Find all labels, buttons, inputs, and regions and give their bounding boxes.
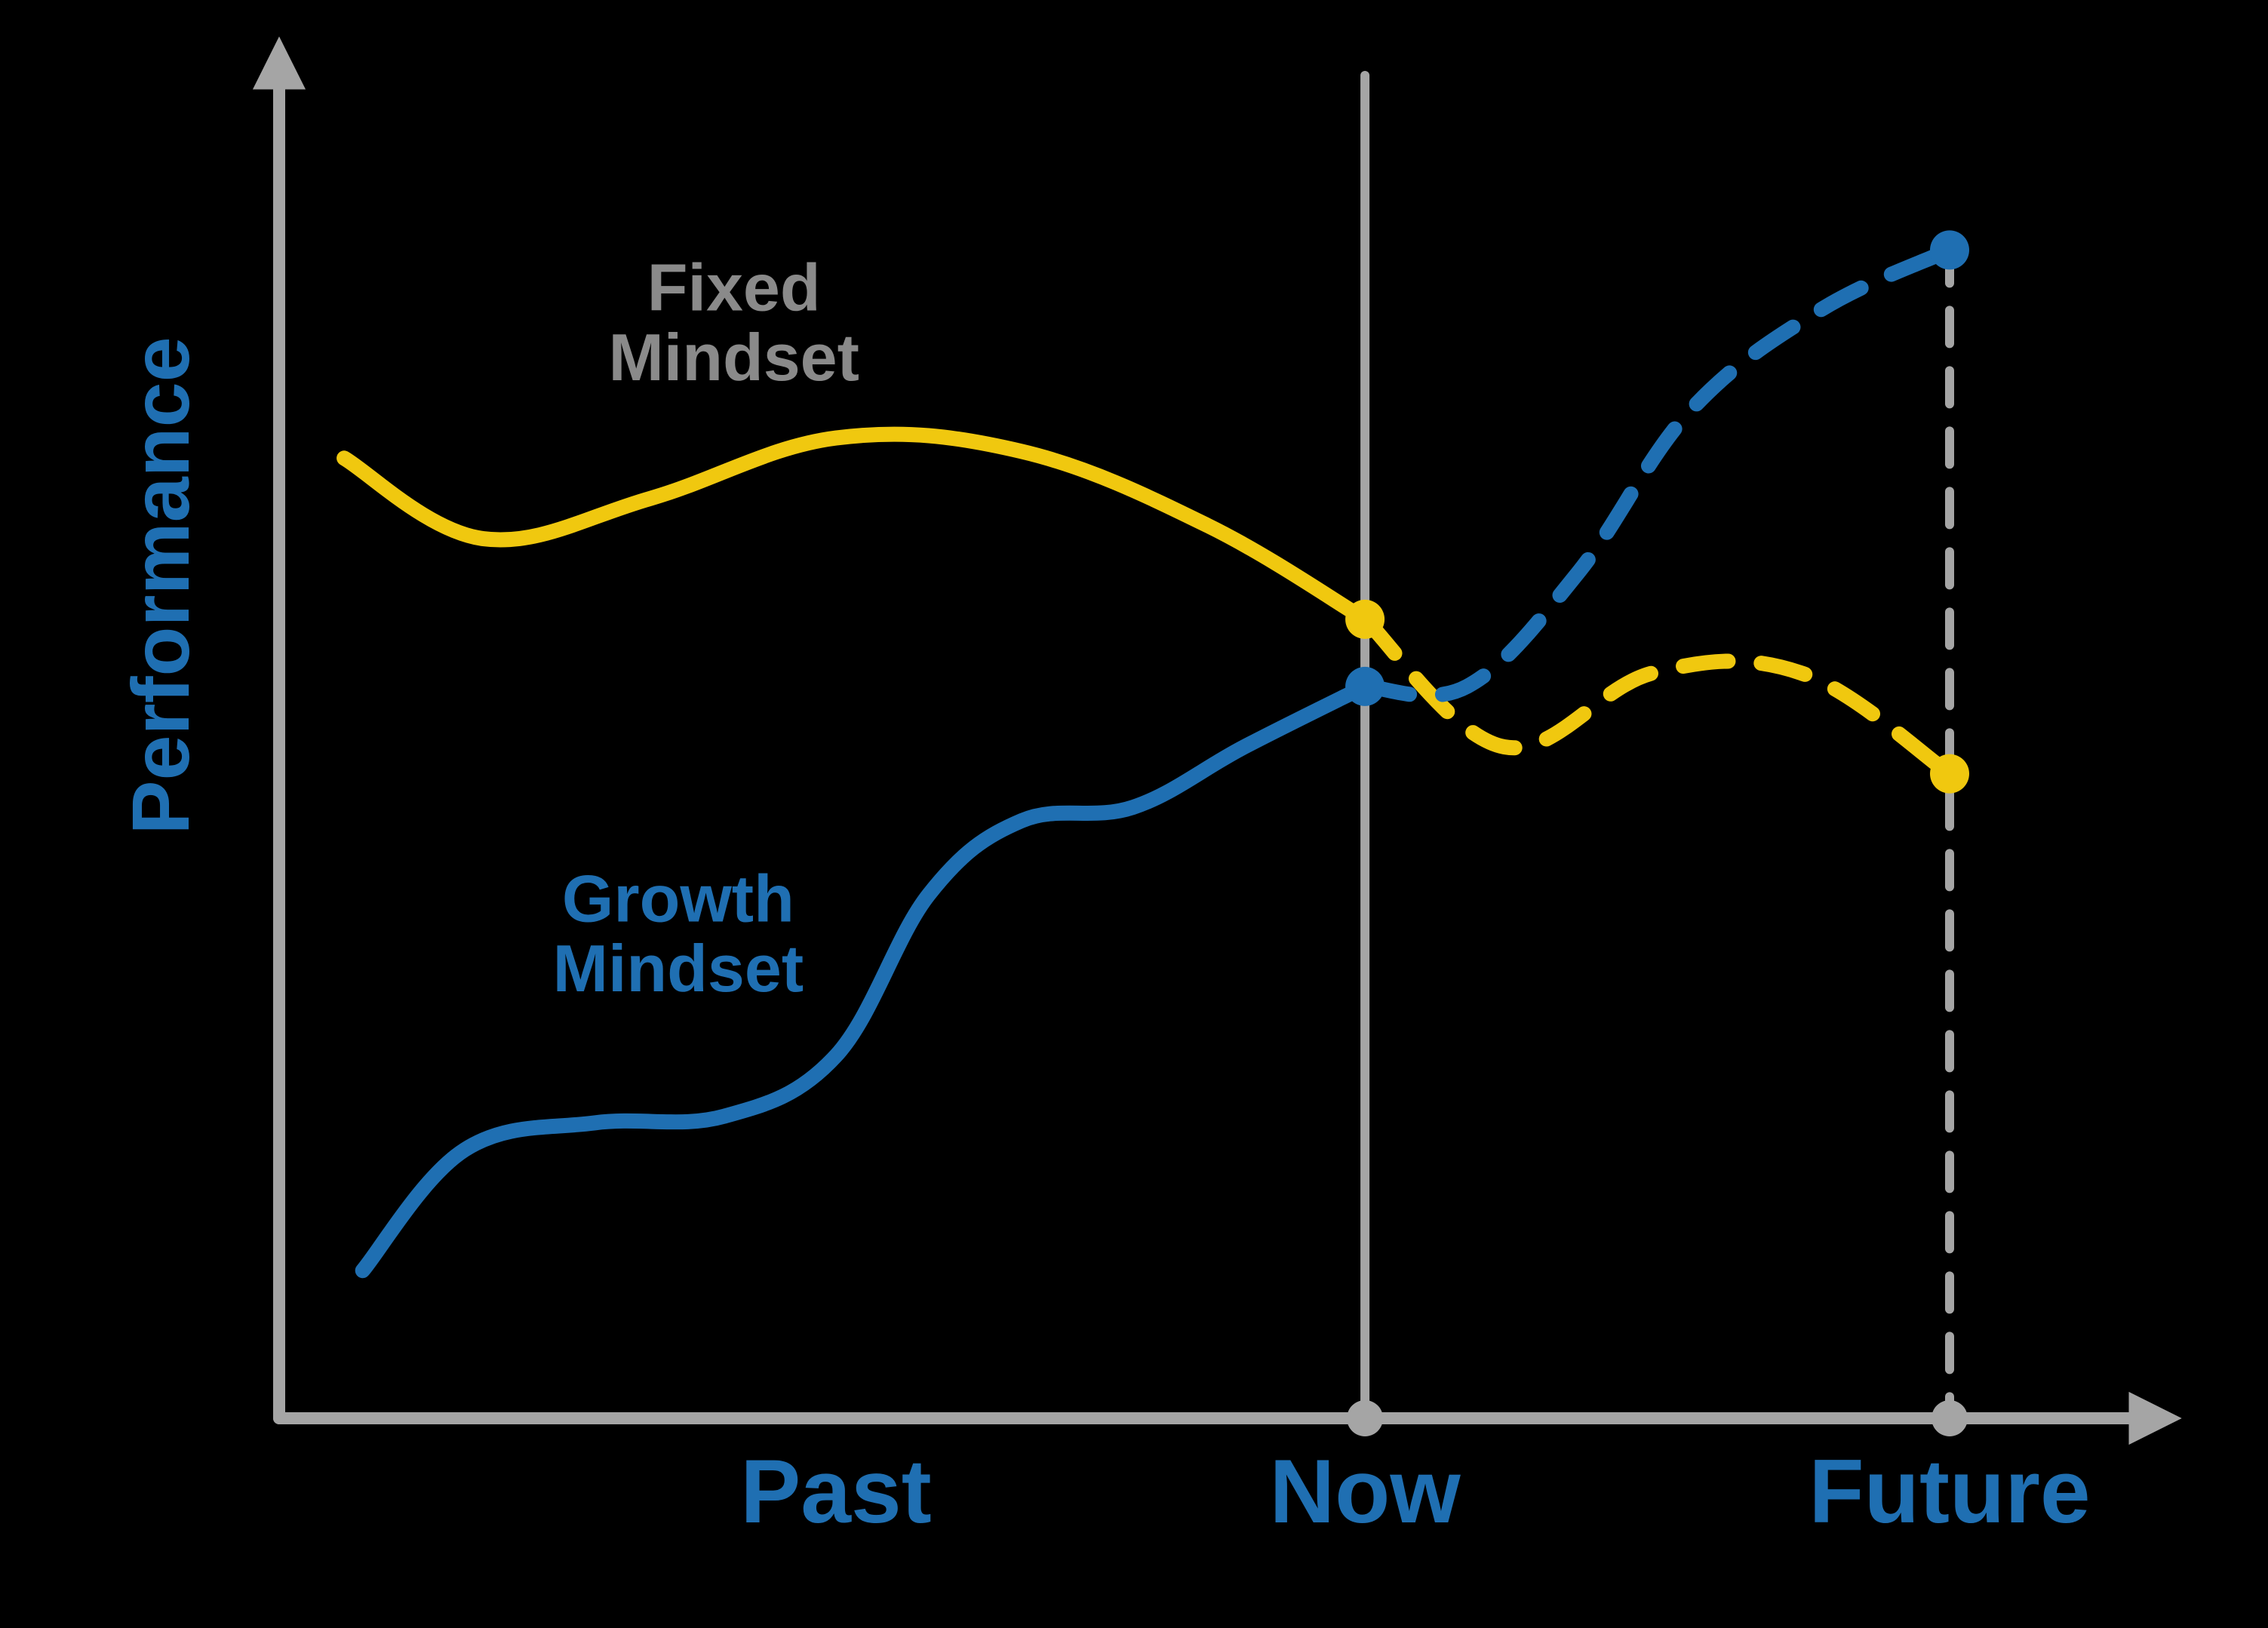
x-tick-label-0: Past — [740, 1441, 931, 1542]
x-tick-marker-2 — [1931, 1400, 1968, 1436]
y-axis-label: Performance — [115, 336, 206, 834]
marker-fixed-0 — [1345, 600, 1384, 639]
chart-svg: FixedMindsetGrowthMindsetPastNowFuturePe… — [0, 0, 2268, 1628]
x-tick-marker-1 — [1347, 1400, 1383, 1436]
marker-fixed-1 — [1930, 754, 1969, 794]
marker-growth-1 — [1930, 230, 1969, 269]
marker-growth-0 — [1345, 667, 1384, 706]
x-tick-label-1: Now — [1269, 1441, 1461, 1542]
x-tick-label-2: Future — [1809, 1441, 2090, 1542]
label-growth: GrowthMindset — [553, 861, 804, 1005]
mindset-chart: FixedMindsetGrowthMindsetPastNowFuturePe… — [0, 0, 2268, 1628]
